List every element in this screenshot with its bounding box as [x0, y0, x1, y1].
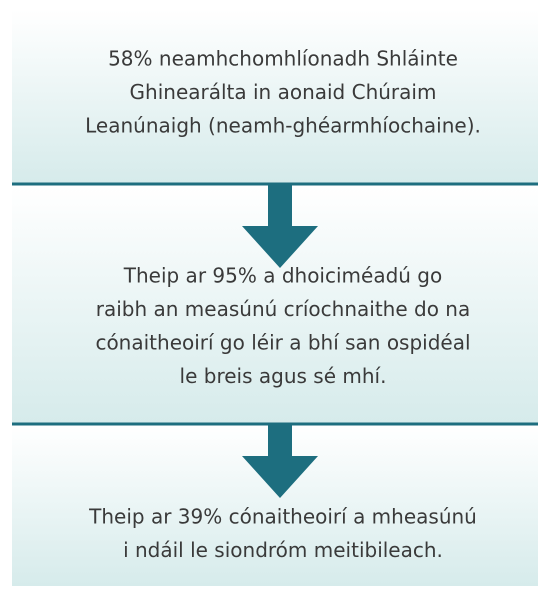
box-text: Ghinearálta in aonaid Chúraim — [130, 80, 437, 104]
box-text: i ndáil le siondróm meitibileach. — [123, 538, 443, 562]
box-text: cónaitheoirí go léir a bhí san ospidéal — [95, 331, 470, 355]
arrow — [242, 185, 318, 268]
box-text: Theip ar 95% a dhoiciméadú go — [123, 264, 443, 288]
box-text: le breis agus sé mhí. — [180, 364, 387, 388]
box — [12, 10, 538, 183]
texts: 58% neamhchomhlíonadh Shláinte Ghinearált… — [85, 47, 481, 563]
box-text: Leanúnaigh (neamh-ghéarmhíochaine). — [85, 114, 481, 138]
box-text: 58% neamhchomhlíonadh Shláinte — [108, 47, 458, 71]
box-text: Theip ar 39% cónaitheoirí a mheasúnú — [88, 505, 477, 529]
arrow — [242, 425, 318, 498]
box-text: raibh an measúnú críochnaithe do na — [96, 297, 470, 321]
